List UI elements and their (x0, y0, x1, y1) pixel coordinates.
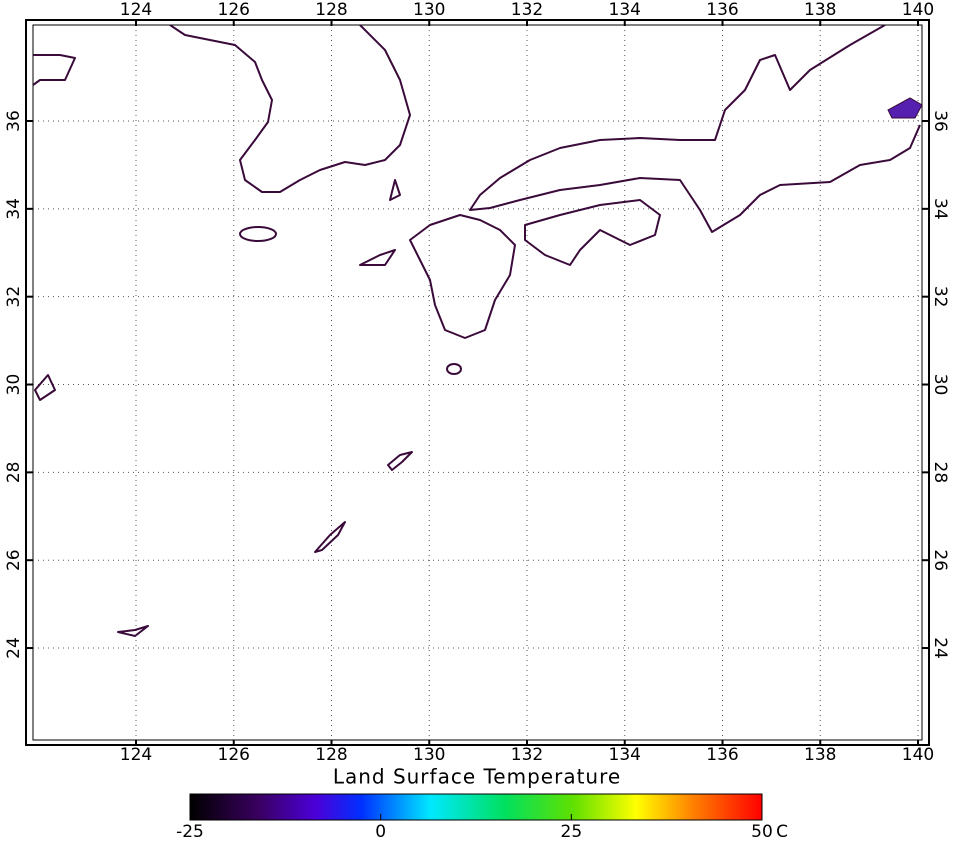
lat-label: 32 (4, 286, 24, 308)
coastline-korea (169, 25, 411, 193)
graticule: 124 124 126 126 128 128 130 130 132 132 134 134 136 1… (4, 0, 950, 765)
island-yaeyama (117, 625, 149, 637)
lat-label: 26 (930, 549, 950, 571)
lon-label: 134 (609, 745, 641, 765)
coastline-shikoku (524, 199, 661, 266)
island (359, 249, 396, 266)
plot-area (32, 24, 923, 741)
lon-label: 138 (804, 0, 836, 20)
lon-label: 134 (609, 0, 641, 20)
island-okinawa (314, 521, 346, 553)
lon-label: 124 (120, 745, 152, 765)
island-amami (387, 451, 413, 471)
lat-label: 32 (930, 286, 950, 308)
colorbar-label: -25 (176, 822, 204, 842)
coastline-china (33, 54, 76, 86)
lon-label: 138 (804, 745, 836, 765)
lon-label: 132 (511, 0, 543, 20)
island (446, 363, 462, 375)
lon-label: 132 (511, 745, 543, 765)
lon-label: 140 (902, 0, 934, 20)
lon-label: 140 (902, 745, 934, 765)
lat-label: 34 (4, 198, 24, 220)
lon-label: 124 (120, 0, 152, 20)
colorbar (189, 793, 763, 821)
lat-label: 24 (930, 637, 950, 659)
island-tsushima (389, 179, 401, 201)
lon-label: 128 (315, 745, 347, 765)
lat-label: 28 (4, 462, 24, 484)
lon-label: 128 (315, 0, 347, 20)
colorbar-label: 25 (561, 822, 583, 842)
coastline-kyushu (409, 214, 516, 339)
coastline-honshu (469, 25, 921, 233)
island-jeju (239, 226, 277, 242)
lon-label: 126 (218, 745, 250, 765)
colorbar-title: Land Surface Temperature (333, 765, 621, 789)
island-zhoushan (34, 374, 56, 401)
lon-label: 126 (218, 0, 250, 20)
lat-label: 36 (930, 110, 950, 132)
lat-label: 30 (4, 374, 24, 396)
colorbar-label: 0 (375, 822, 386, 842)
data-patch (887, 97, 922, 119)
lon-label: 130 (413, 0, 445, 20)
lon-label: 130 (413, 745, 445, 765)
lon-label: 136 (706, 745, 738, 765)
lat-label: 28 (930, 462, 950, 484)
lat-label: 26 (4, 549, 24, 571)
colorbar-unit: C (776, 822, 788, 842)
lat-label: 34 (930, 198, 950, 220)
map-frame (25, 19, 930, 746)
lat-label: 24 (4, 637, 24, 659)
colorbar-ticks: -25 0 25 50 C (176, 814, 788, 842)
colorbar-label: 50 (751, 822, 773, 842)
lat-label: 36 (4, 110, 24, 132)
lon-label: 136 (706, 0, 738, 20)
coastlines (33, 25, 922, 637)
lat-label: 30 (930, 374, 950, 396)
